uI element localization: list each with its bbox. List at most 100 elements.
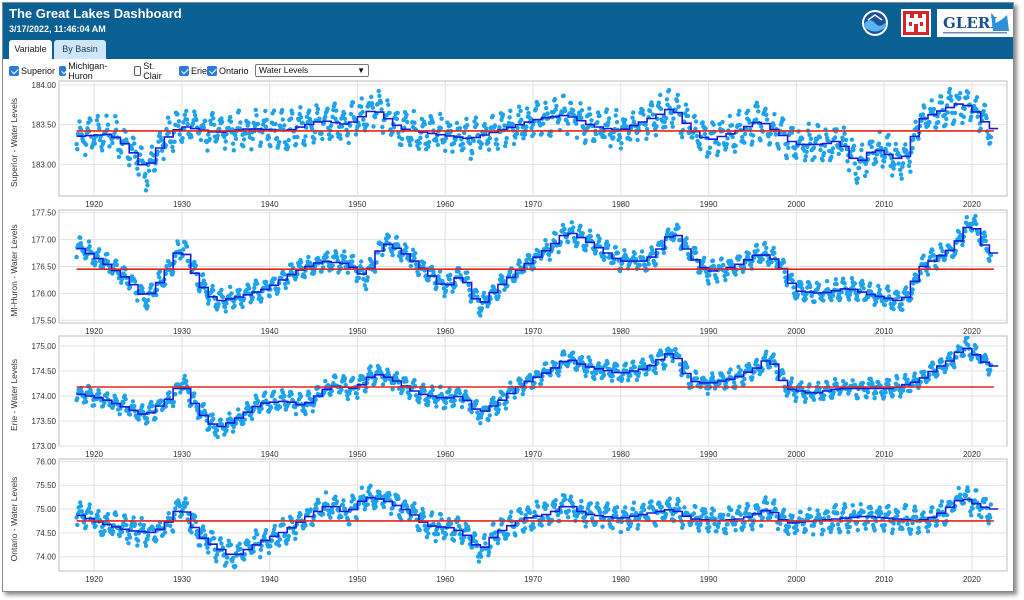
erie-data-point <box>520 391 525 397</box>
mi-huron-data-point <box>956 229 961 234</box>
superior-data-point <box>369 94 374 100</box>
mi-huron-data-point <box>615 250 621 256</box>
erie-data-point <box>900 388 906 393</box>
ontario-data-point <box>707 525 712 530</box>
mi-huron-data-point <box>938 242 943 247</box>
erie-y-axis-label: Erie - Water Levels <box>9 359 19 431</box>
ontario-data-point <box>233 564 238 569</box>
ontario-data-point <box>429 510 435 515</box>
erie-data-point <box>912 371 917 376</box>
mi-huron-data-point <box>714 276 719 281</box>
erie-data-point <box>501 392 506 397</box>
ontario-data-point <box>677 514 683 520</box>
mi-huron-data-point <box>447 277 452 282</box>
ontario-data-point <box>192 514 198 519</box>
superior-data-point <box>702 131 708 137</box>
mi-huron-data-point <box>211 288 216 293</box>
checkbox-st-clair[interactable]: St. Clair <box>134 61 165 81</box>
mi-huron-data-point <box>698 269 703 274</box>
ontario-data-point <box>198 543 203 548</box>
superior-data-point <box>387 110 392 116</box>
ontario-data-point <box>513 533 518 538</box>
ontario-data-point <box>782 514 787 520</box>
superior-data-point <box>472 119 477 124</box>
mi-huron-data-point <box>860 281 866 287</box>
erie-data-point <box>159 398 164 404</box>
ontario-data-point <box>553 498 558 503</box>
checkbox-michigan-huron-box[interactable] <box>59 66 67 76</box>
checkbox-ontario-box[interactable] <box>207 66 217 76</box>
superior-data-point <box>663 124 668 130</box>
ontario-data-point <box>704 515 709 520</box>
ontario-data-point <box>228 542 234 547</box>
superior-data-point <box>830 150 835 155</box>
checkbox-st-clair-box[interactable] <box>134 66 142 76</box>
ontario-xtick-label: 1920 <box>85 575 103 584</box>
checkbox-erie-box[interactable] <box>179 66 189 76</box>
ontario-data-point <box>693 504 698 509</box>
tab-by-basin[interactable]: By Basin <box>54 40 106 59</box>
tab-variable[interactable]: Variable <box>9 40 52 59</box>
erie-data-point <box>803 396 808 401</box>
ontario-data-point <box>628 521 634 526</box>
mi-huron-data-point <box>416 272 422 277</box>
superior-data-point <box>582 131 587 136</box>
erie-annual-average-line <box>76 347 999 428</box>
ontario-data-point <box>723 526 728 532</box>
mi-huron-data-point <box>544 242 550 247</box>
superior-data-point <box>475 132 481 138</box>
superior-data-point <box>295 134 300 140</box>
erie-data-point <box>642 361 647 367</box>
erie-data-point <box>914 377 919 382</box>
mi-huron-data-point <box>939 245 944 250</box>
superior-data-point <box>606 120 611 125</box>
erie-data-point <box>860 380 866 386</box>
superior-data-point <box>74 141 79 147</box>
checkbox-erie[interactable]: Erie <box>179 64 207 78</box>
mi-huron-data-point <box>222 304 228 310</box>
superior-data-point <box>307 108 312 113</box>
ontario-data-point <box>214 559 219 564</box>
mi-huron-data-point <box>157 275 162 280</box>
superior-data-point <box>936 119 941 125</box>
ontario-data-point <box>323 490 329 495</box>
mi-huron-data-point <box>622 248 627 253</box>
superior-data-point <box>975 114 980 119</box>
ontario-data-point <box>623 505 628 510</box>
superior-data-point <box>554 103 559 109</box>
checkbox-superior[interactable]: Superior <box>9 64 55 78</box>
glerl-logo-icon[interactable]: GLERL <box>937 9 1013 37</box>
variable-select[interactable]: Water Levels ▼ <box>255 64 369 77</box>
ontario-data-point <box>113 512 119 518</box>
superior-data-point <box>851 143 857 148</box>
superior-data-point <box>574 121 579 126</box>
superior-y-axis-label: Superior - Water Levels <box>9 98 19 187</box>
checkbox-ontario[interactable]: Ontario <box>207 64 249 78</box>
ontario-data-point <box>732 522 738 527</box>
superior-ytick-label: 183.00 <box>32 160 57 169</box>
superior-data-point <box>804 149 809 154</box>
superior-data-point <box>727 113 732 119</box>
checkbox-superior-box[interactable] <box>9 66 19 76</box>
erie-data-point <box>988 367 993 373</box>
mi-huron-data-point <box>426 278 431 283</box>
superior-data-point <box>396 130 401 136</box>
ontario-data-point <box>715 524 721 530</box>
mi-huron-xtick-label: 2000 <box>787 327 805 336</box>
mi-huron-xtick-label: 1980 <box>612 327 630 336</box>
superior-xtick-label: 1920 <box>85 200 103 209</box>
mi-huron-data-point <box>854 294 860 299</box>
ontario-data-point <box>631 507 636 512</box>
noaa-logo-icon[interactable] <box>861 9 889 37</box>
usace-castle-logo-icon[interactable] <box>901 9 931 37</box>
superior-data-point <box>849 137 855 142</box>
erie-data-point <box>249 416 255 422</box>
mi-huron-data-point <box>562 226 567 232</box>
checkbox-michigan-huron[interactable]: Michigan-Huron <box>59 61 110 81</box>
superior-data-point <box>346 140 351 146</box>
ontario-data-point <box>258 555 263 560</box>
superior-data-point <box>939 100 945 105</box>
superior-data-point <box>846 168 852 173</box>
superior-data-point <box>807 132 812 137</box>
superior-data-point <box>960 120 965 126</box>
